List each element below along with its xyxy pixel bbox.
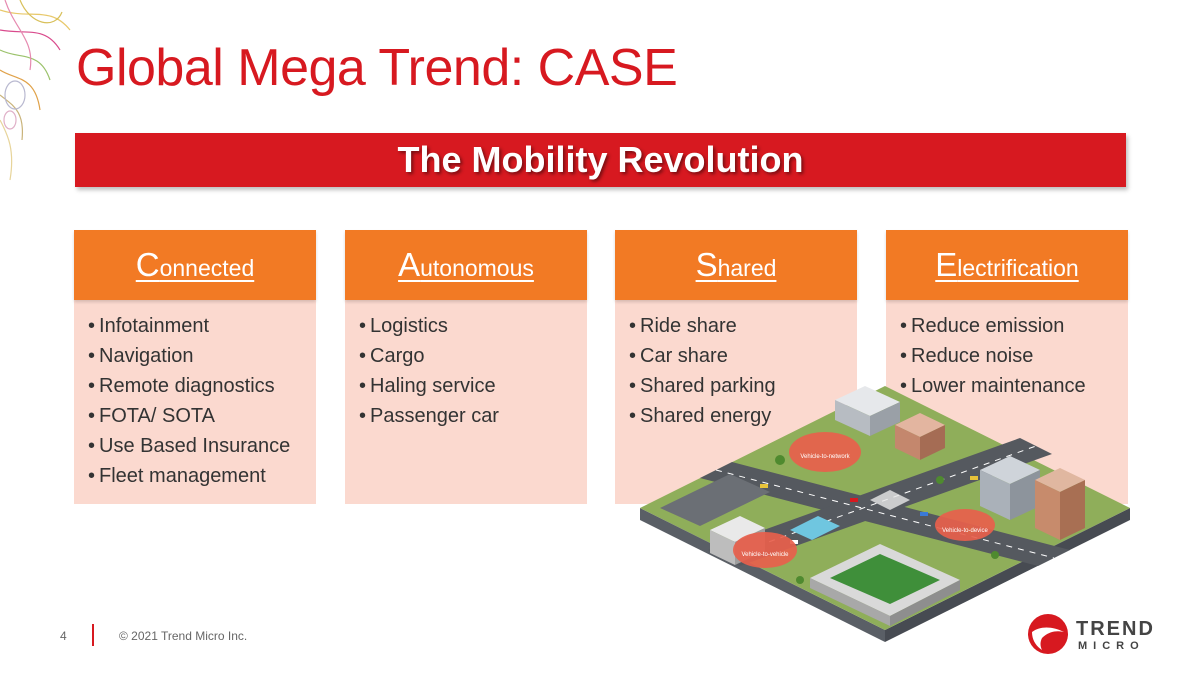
card-initial: E — [935, 246, 958, 283]
list-item: Navigation — [88, 341, 316, 371]
list-item: Reduce emission — [900, 311, 1128, 341]
logo-word-micro: MICRO — [1078, 640, 1145, 652]
list-item: Infotainment — [88, 311, 316, 341]
copyright-text: © 2021 Trend Micro Inc. — [119, 629, 248, 643]
list-item: Remote diagnostics — [88, 371, 316, 401]
corner-decoration — [0, 0, 71, 181]
trend-micro-logo: TREND MICRO — [1026, 612, 1156, 656]
list-item: Shared parking — [629, 371, 857, 401]
mobility-banner: The Mobility Revolution — [75, 133, 1126, 187]
list-item: Fleet management — [88, 461, 316, 491]
footer-divider — [92, 624, 94, 646]
list-item: Passenger car — [359, 401, 587, 431]
list-item: Haling service — [359, 371, 587, 401]
list-item: Logistics — [359, 311, 587, 341]
list-item: Ride share — [629, 311, 857, 341]
card-header: Shared — [615, 230, 857, 300]
trend-micro-logo-icon — [1028, 614, 1068, 654]
card-connected: Connected Infotainment Navigation Remote… — [74, 230, 316, 504]
list-item: Use Based Insurance — [88, 431, 316, 461]
card-title-rest: utonomous — [420, 255, 534, 281]
banner-text: The Mobility Revolution — [397, 139, 804, 180]
card-shared: Shared Ride share Car share Shared parki… — [615, 230, 857, 504]
card-initial: C — [135, 246, 160, 283]
v2n-label: Vehicle-to-network — [800, 454, 850, 460]
list-item: Lower maintenance — [900, 371, 1128, 401]
card-header: Autonomous — [345, 230, 587, 300]
card-title-rest: onnected — [159, 255, 255, 281]
card-list: Logistics Cargo Haling service Passenger… — [345, 300, 587, 431]
v2v-label: Vehicle-to-vehicle — [741, 552, 789, 558]
card-header: Connected — [74, 230, 316, 300]
card-header: Electrification — [886, 230, 1128, 300]
card-list: Infotainment Navigation Remote diagnosti… — [74, 300, 316, 491]
slide-title: Global Mega Trend: CASE — [76, 39, 678, 97]
list-item: FOTA/ SOTA — [88, 401, 316, 431]
list-item: Car share — [629, 341, 857, 371]
card-title-rest: hared — [717, 255, 777, 281]
list-item: Cargo — [359, 341, 587, 371]
card-title-connected: Connected — [136, 246, 254, 284]
card-title-electrification: Electrification — [935, 246, 1078, 284]
card-autonomous: Autonomous Logistics Cargo Haling servic… — [345, 230, 587, 504]
card-title-rest: lectrification — [957, 255, 1079, 281]
card-list: Ride share Car share Shared parking Shar… — [615, 300, 857, 431]
list-item: Reduce noise — [900, 341, 1128, 371]
card-title-shared: Shared — [696, 246, 777, 284]
page-number: 4 — [60, 629, 67, 643]
list-item: Shared energy — [629, 401, 857, 431]
smart-city-illustration: Vehicle-to-network Vehicle-to-vehicle Ve… — [640, 386, 1130, 642]
card-list: Reduce emission Reduce noise Lower maint… — [886, 300, 1128, 401]
card-title-autonomous: Autonomous — [398, 246, 534, 284]
card-initial: A — [398, 246, 421, 283]
v2d-label: Vehicle-to-device — [942, 528, 988, 534]
card-initial: S — [695, 246, 718, 283]
logo-word-trend: TREND — [1076, 618, 1155, 640]
